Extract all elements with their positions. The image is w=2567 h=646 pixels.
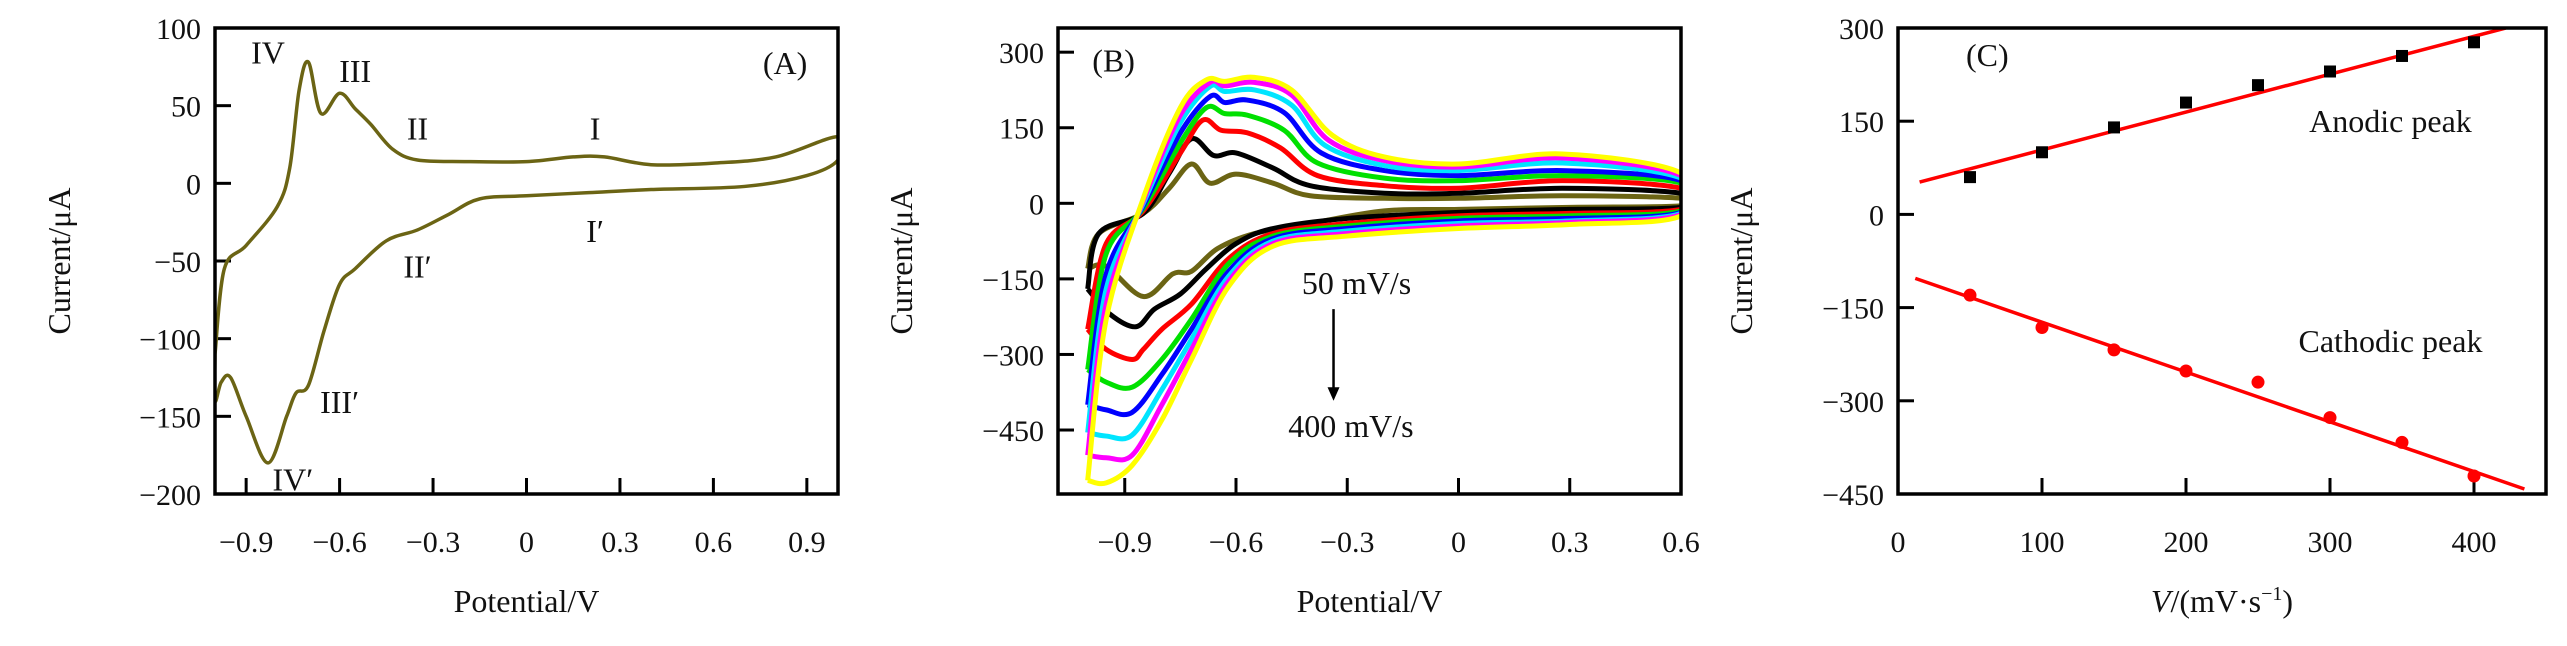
y-tick-label: 0 bbox=[1869, 199, 1884, 232]
cv-curve-3 bbox=[1085, 103, 1681, 391]
data-point-anodic bbox=[1964, 171, 1976, 184]
y-tick-label: −450 bbox=[982, 415, 1044, 448]
x-tick-label: 0.6 bbox=[695, 526, 733, 559]
legend-anodic-peak: Anodic peak bbox=[2309, 103, 2472, 139]
y-tick-label: −200 bbox=[139, 479, 201, 512]
plot-area bbox=[215, 59, 838, 465]
data-point-anodic bbox=[2324, 65, 2336, 78]
chart-panel-c: 0 100 200 300 400 300 150 0 −150 −300 −450 Current/… bbox=[1723, 13, 2548, 619]
cv-curve-0 bbox=[1085, 161, 1681, 300]
x-label-sup: −1 bbox=[2261, 583, 2282, 605]
x-axis-label: V/(mV·s−1) bbox=[2151, 583, 2293, 619]
x-tick-label: −0.6 bbox=[312, 526, 366, 559]
y-axis-label: Current/μA bbox=[1723, 188, 1759, 335]
panel-label: (B) bbox=[1092, 43, 1135, 79]
plot-frame bbox=[1896, 26, 2548, 496]
data-point-cathodic bbox=[2467, 469, 2481, 483]
x-tick-label: 0.9 bbox=[788, 526, 826, 559]
data-point-cathodic bbox=[2251, 375, 2265, 389]
x-tick-label: 0 bbox=[519, 526, 534, 559]
x-axis-label: Potential/V bbox=[454, 583, 600, 619]
cv-curve-7 bbox=[1085, 74, 1681, 487]
y-tick-label: 0 bbox=[1029, 188, 1044, 221]
x-label-unit: /(mV·s bbox=[2170, 583, 2261, 619]
data-point-cathodic bbox=[2179, 364, 2193, 378]
data-point-anodic bbox=[2252, 79, 2264, 92]
data-point-cathodic bbox=[2107, 343, 2121, 357]
cv-curve-4 bbox=[1085, 92, 1681, 418]
peak-label: IV bbox=[251, 34, 285, 70]
y-tick-label: 300 bbox=[1839, 13, 1884, 46]
data-point-anodic bbox=[2396, 49, 2408, 62]
y-axis-label: Current/μA bbox=[883, 188, 919, 335]
cv-curve-6 bbox=[1085, 78, 1681, 463]
cv-curve-0 bbox=[215, 59, 838, 465]
y-tick-label: −100 bbox=[139, 324, 201, 357]
peak-label: III′ bbox=[320, 384, 359, 420]
y-tick-label: 100 bbox=[156, 13, 201, 46]
data-point-anodic bbox=[2468, 36, 2480, 49]
fit-line-1 bbox=[1914, 276, 2525, 491]
y-tick-label: 150 bbox=[999, 113, 1044, 146]
x-tick-label: 0 bbox=[1891, 526, 1906, 559]
x-axis-label: Potential/V bbox=[1297, 583, 1443, 619]
y-tick-label: −300 bbox=[1822, 386, 1884, 419]
data-point-cathodic bbox=[2395, 435, 2409, 449]
x-tick-label: 200 bbox=[2164, 526, 2209, 559]
x-tick-label: −0.9 bbox=[1098, 526, 1152, 559]
panel-label: (A) bbox=[763, 45, 807, 81]
legend-cathodic-peak: Cathodic peak bbox=[2299, 323, 2483, 359]
plot-area bbox=[1914, 28, 2525, 491]
y-tick-label: 150 bbox=[1839, 106, 1884, 139]
y-tick-label: 50 bbox=[171, 91, 201, 124]
y-tick-label: −450 bbox=[1822, 479, 1884, 512]
y-tick-label: −150 bbox=[982, 264, 1044, 297]
scan-rate-end-label: 400 mV/s bbox=[1288, 408, 1413, 444]
x-tick-label: −0.3 bbox=[406, 526, 460, 559]
peak-label: I′ bbox=[586, 213, 604, 249]
y-tick-label: 0 bbox=[186, 168, 201, 201]
y-tick-label: −50 bbox=[154, 246, 201, 279]
peak-label: IV′ bbox=[272, 461, 313, 497]
peak-label: II′ bbox=[403, 249, 431, 285]
data-point-anodic bbox=[2108, 121, 2120, 134]
arrow-down-icon bbox=[1327, 387, 1340, 401]
x-tick-label: 400 bbox=[2452, 526, 2497, 559]
plot-frame bbox=[1056, 26, 1683, 496]
data-point-cathodic bbox=[2035, 320, 2049, 334]
chart-panel-a: −0.9 −0.6 −0.3 0 0.3 0.6 0.9 100 50 0 −50 −100 −150 −… bbox=[41, 13, 840, 619]
data-point-cathodic bbox=[1963, 288, 1977, 302]
y-tick-label: −150 bbox=[1822, 293, 1884, 326]
plot-area bbox=[1085, 74, 1681, 487]
y-tick-label: −300 bbox=[982, 339, 1044, 372]
chart-panel-b: −0.9 −0.6 −0.3 0 0.3 0.6 300 150 0 −150 −300 −450 Cu… bbox=[883, 26, 1700, 619]
x-label-close: ) bbox=[2282, 583, 2293, 619]
peak-label: II bbox=[407, 110, 428, 146]
plot-frame bbox=[213, 26, 840, 496]
y-axis-label: Current/μA bbox=[41, 188, 77, 335]
data-point-anodic bbox=[2036, 146, 2048, 159]
x-tick-label: −0.6 bbox=[1209, 526, 1263, 559]
y-tick-label: −150 bbox=[139, 401, 201, 434]
data-point-cathodic bbox=[2323, 411, 2337, 425]
scan-rate-start-label: 50 mV/s bbox=[1302, 265, 1411, 301]
x-tick-label: 300 bbox=[2308, 526, 2353, 559]
data-point-anodic bbox=[2180, 96, 2192, 109]
x-tick-label: −0.3 bbox=[1320, 526, 1374, 559]
x-tick-label: −0.9 bbox=[219, 526, 273, 559]
cv-curve-1 bbox=[1085, 136, 1681, 330]
panel-label: (C) bbox=[1966, 37, 2009, 73]
x-tick-label: 0 bbox=[1451, 526, 1466, 559]
x-tick-label: 0.3 bbox=[1551, 526, 1589, 559]
peak-label: I bbox=[590, 110, 601, 146]
y-tick-label: 300 bbox=[999, 37, 1044, 70]
x-tick-label: 0.3 bbox=[601, 526, 639, 559]
cv-curve-5 bbox=[1085, 82, 1681, 442]
x-label-var: V bbox=[2151, 583, 2174, 619]
peak-label: III bbox=[339, 53, 371, 89]
x-tick-label: 0.6 bbox=[1662, 526, 1700, 559]
x-tick-label: 100 bbox=[2020, 526, 2065, 559]
